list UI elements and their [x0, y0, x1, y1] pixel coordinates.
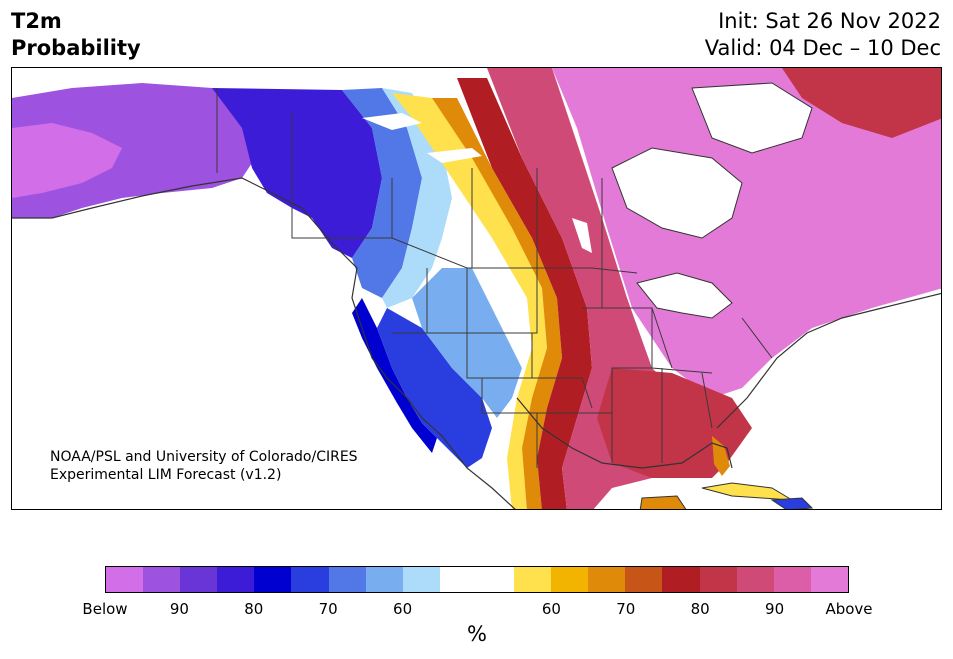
- below-70-southwest: [377, 308, 492, 468]
- probability-map: NOAA/PSL and University of Colorado/CIRE…: [11, 67, 942, 510]
- credit-text: NOAA/PSL and University of Colorado/CIRE…: [50, 448, 358, 484]
- below-80-region: [212, 88, 382, 258]
- coastline: [12, 177, 516, 509]
- near-normal-interior: [442, 238, 532, 368]
- colorbar-swatch: [180, 567, 218, 592]
- colorbar-swatch: [551, 567, 589, 592]
- colorbar-swatch: [106, 567, 144, 592]
- colorbar-tick-label: Above: [825, 600, 873, 618]
- colorbar-tick-label: 70: [616, 600, 636, 618]
- above-60-band: [392, 93, 547, 509]
- below-70-region: [342, 88, 422, 298]
- colorbar-swatch: [439, 567, 477, 592]
- colorbar-tick-label: 90: [765, 600, 785, 618]
- title-line-2: Probability: [11, 36, 141, 60]
- forecast-dates: Init: Sat 26 Nov 2022 Valid: 04 Dec – 10…: [705, 8, 941, 62]
- florida-above-70: [712, 436, 730, 476]
- colorbar-unit: %: [467, 622, 487, 646]
- below-max-region: [12, 123, 122, 198]
- colorbar: [105, 566, 849, 593]
- colorbar-tick-label: 60: [393, 600, 413, 618]
- colorbar-swatch: [625, 567, 663, 592]
- political-borders: [216, 88, 773, 468]
- colorbar-swatch: [402, 567, 440, 592]
- great-lakes: [636, 272, 733, 319]
- colorbar-swatch: [514, 567, 552, 592]
- colorbar-swatch: [699, 567, 737, 592]
- caribbean-east: [770, 497, 814, 509]
- colorbar-tick-label: Below: [82, 600, 128, 618]
- colorbar-swatch: [217, 567, 255, 592]
- colorbar-tick-label: 80: [690, 600, 710, 618]
- colorbar-swatch: [143, 567, 181, 592]
- colorbar-swatch: [588, 567, 626, 592]
- map-title: T2m Probability: [11, 8, 141, 62]
- map-canvas: [12, 68, 941, 509]
- colorbar-swatch: [254, 567, 292, 592]
- below-80-coast: [352, 298, 437, 453]
- colorbar-swatch: [662, 567, 700, 592]
- credit-line-1: NOAA/PSL and University of Colorado/CIRE…: [50, 449, 358, 465]
- colorbar-swatch: [291, 567, 329, 592]
- init-date: Init: Sat 26 Nov 2022: [718, 9, 941, 33]
- colorbar-tick-label: 80: [244, 600, 264, 618]
- colorbar-tick-label: 60: [541, 600, 561, 618]
- valid-date: Valid: 04 Dec – 10 Dec: [704, 36, 941, 60]
- east-coastline: [716, 292, 941, 429]
- colorbar-swatch: [365, 567, 403, 592]
- hudson-bay: [611, 147, 743, 239]
- great-slave-lake: [427, 148, 482, 163]
- colorbar-swatch: [476, 567, 515, 592]
- above-80-band: [457, 78, 592, 509]
- colorbar-swatch: [773, 567, 811, 592]
- yucatan: [639, 495, 687, 509]
- colorbar-swatch: [328, 567, 366, 592]
- great-bear-lake: [362, 113, 422, 130]
- lake-winnipeg: [572, 218, 592, 253]
- credit-line-2: Experimental LIM Forecast (v1.2): [50, 467, 282, 483]
- colorbar-tick-label: 90: [169, 600, 189, 618]
- title-line-1: T2m: [11, 9, 62, 33]
- colorbar-swatch: [810, 567, 848, 592]
- gulf-coastline: [516, 397, 733, 469]
- greenland-above-90: [782, 68, 941, 138]
- arctic-bay: [691, 82, 813, 154]
- colorbar-tick-label: 70: [318, 600, 338, 618]
- above-70-band: [432, 98, 562, 509]
- colorbar-swatch: [736, 567, 774, 592]
